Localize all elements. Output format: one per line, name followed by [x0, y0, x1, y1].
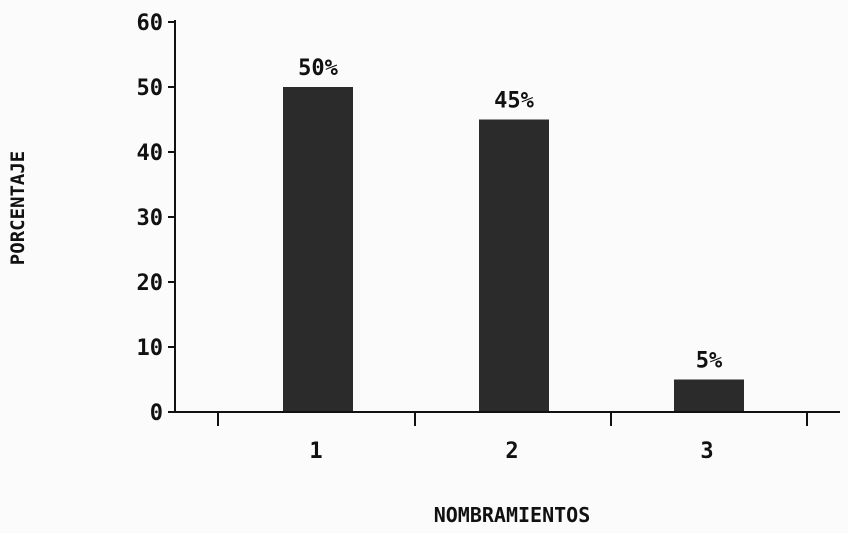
y-tick-label: 60 [137, 11, 164, 36]
y-tick-label: 50 [137, 76, 164, 101]
bars: 50% 45% 5% [283, 56, 744, 412]
y-tick-label: 0 [150, 401, 163, 426]
y-axis-ticks: 0 10 20 30 40 50 60 [137, 11, 175, 426]
x-tick-label: 2 [505, 439, 518, 464]
x-axis-ticks: 1 2 3 [217, 412, 808, 464]
y-axis-title: PORCENTAJE [7, 151, 29, 265]
data-label: 45% [494, 89, 534, 114]
bar-2 [479, 119, 549, 412]
bar-1 [283, 87, 353, 412]
x-axis-title: NOMBRAMIENTOS [434, 503, 591, 527]
y-tick-label: 20 [137, 271, 164, 296]
y-axis-title-text: PORCENTAJE [7, 151, 29, 265]
y-tick-label: 40 [137, 141, 164, 166]
data-label: 50% [298, 56, 338, 81]
y-tick-label: 10 [137, 336, 164, 361]
data-label: 5% [696, 349, 723, 374]
y-tick-label: 30 [137, 206, 164, 231]
bar-3 [674, 379, 744, 412]
x-tick-label: 1 [309, 439, 322, 464]
x-tick-label: 3 [700, 439, 713, 464]
